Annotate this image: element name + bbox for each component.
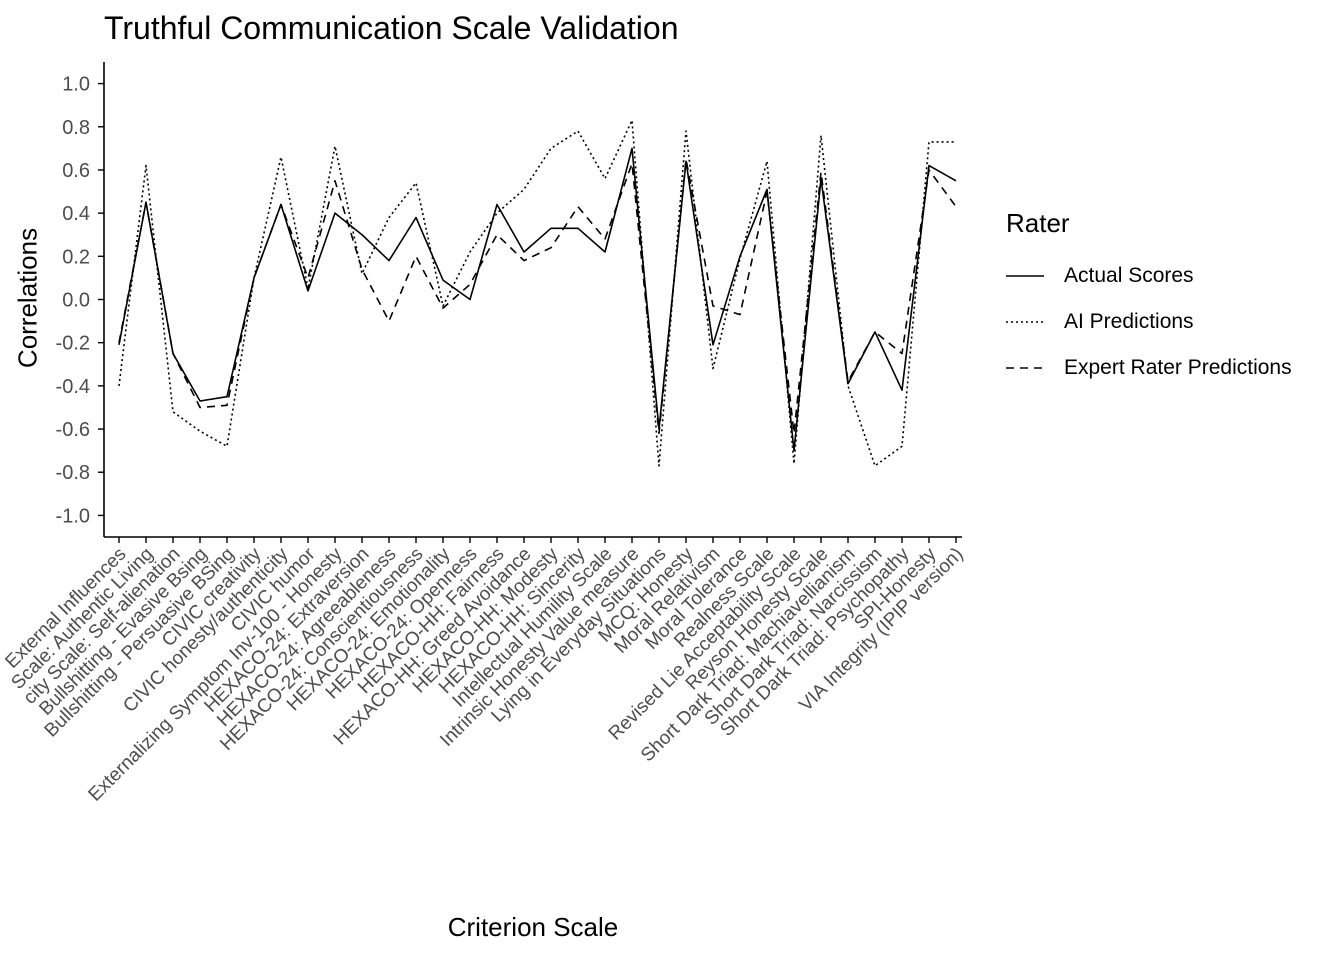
y-tick-label: 0.8	[62, 117, 90, 139]
series-line-actual-scores	[118, 147, 957, 452]
series-line-ai-predictions	[118, 119, 956, 467]
legend-label-expert: Expert Rater Predictions	[1064, 356, 1292, 379]
legend-key-solid	[1006, 275, 1044, 277]
legend-item-expert: Expert Rater Predictions	[1006, 345, 1292, 391]
chart-title: Truthful Communication Scale Validation	[104, 10, 679, 46]
y-tick-label: 0.2	[62, 246, 90, 268]
y-tick-label: -0.2	[56, 333, 90, 355]
legend-item-ai: AI Predictions	[1006, 299, 1292, 345]
series-line-expert-rater-predictions	[118, 158, 957, 435]
y-tick-label: 0.6	[62, 160, 90, 182]
y-ticks: 1.0 0.8 0.6 0.4 0.2 0.0 -0.2 -0.4 -0.6 -0.8 -1.0	[56, 74, 104, 527]
legend-label-ai: AI Predictions	[1064, 310, 1194, 333]
y-tick-label: -0.6	[56, 419, 90, 441]
y-tick-label: 0.4	[62, 203, 90, 225]
axes	[103, 62, 962, 538]
y-tick-label: -1.0	[56, 505, 90, 527]
y-tick-label: 1.0	[62, 74, 90, 96]
legend-title: Rater	[1006, 208, 1070, 238]
y-tick-label: -0.8	[56, 462, 90, 484]
y-tick-label: -0.4	[56, 376, 90, 398]
legend-label-actual: Actual Scores	[1064, 264, 1194, 287]
legend-key-dotted	[1006, 321, 1044, 323]
y-tick-label: 0.0	[62, 290, 90, 312]
series-lines	[118, 119, 957, 467]
legend: Rater Actual Scores AI Predictions Exper…	[1006, 208, 1292, 391]
legend-item-actual: Actual Scores	[1006, 253, 1292, 299]
x-axis-label: Criterion Scale	[447, 912, 619, 942]
legend-key-dashed	[1006, 367, 1044, 369]
